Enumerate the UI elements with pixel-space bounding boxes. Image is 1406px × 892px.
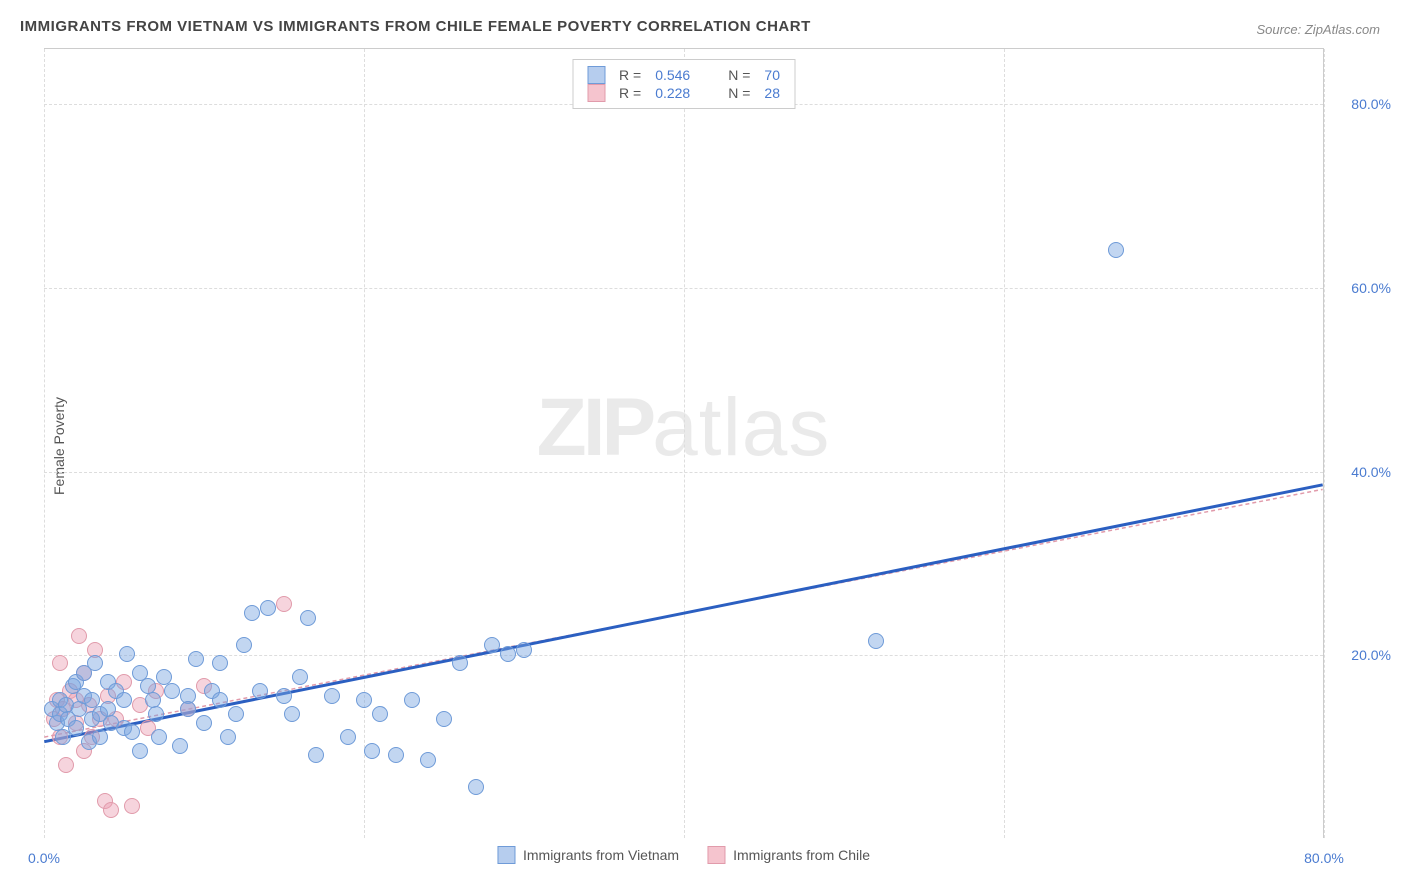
- plot-area: ZIPatlas R = 0.546 N = 70 R = 0.228 N = …: [44, 48, 1324, 838]
- data-point-vietnam: [87, 655, 103, 671]
- data-point-vietnam: [151, 729, 167, 745]
- data-point-vietnam: [404, 692, 420, 708]
- chart-title: IMMIGRANTS FROM VIETNAM VS IMMIGRANTS FR…: [20, 18, 811, 35]
- data-point-vietnam: [188, 651, 204, 667]
- data-point-vietnam: [308, 747, 324, 763]
- gridline-v: [684, 49, 685, 838]
- swatch-chile-icon: [707, 846, 725, 864]
- data-point-vietnam: [468, 779, 484, 795]
- data-point-vietnam: [340, 729, 356, 745]
- data-point-vietnam: [172, 738, 188, 754]
- correlation-stats-box: R = 0.546 N = 70 R = 0.228 N = 28: [572, 59, 795, 109]
- data-point-vietnam: [300, 610, 316, 626]
- data-point-vietnam: [164, 683, 180, 699]
- data-point-vietnam: [1108, 242, 1124, 258]
- swatch-chile: [587, 84, 605, 102]
- y-tick-label: 20.0%: [1351, 647, 1391, 663]
- gridline-v: [364, 49, 365, 838]
- swatch-vietnam-icon: [497, 846, 515, 864]
- data-point-vietnam: [244, 605, 260, 621]
- data-point-vietnam: [484, 637, 500, 653]
- data-point-vietnam: [212, 692, 228, 708]
- y-tick-label: 60.0%: [1351, 280, 1391, 296]
- data-point-vietnam: [388, 747, 404, 763]
- data-point-vietnam: [119, 646, 135, 662]
- data-point-vietnam: [372, 706, 388, 722]
- data-point-chile: [276, 596, 292, 612]
- data-point-vietnam: [324, 688, 340, 704]
- data-point-vietnam: [124, 724, 140, 740]
- data-point-vietnam: [364, 743, 380, 759]
- data-point-vietnam: [260, 600, 276, 616]
- x-tick-label: 0.0%: [28, 850, 60, 866]
- data-point-chile: [124, 798, 140, 814]
- data-point-vietnam: [220, 729, 236, 745]
- data-point-vietnam: [500, 646, 516, 662]
- data-point-chile: [58, 757, 74, 773]
- data-point-vietnam: [868, 633, 884, 649]
- y-tick-label: 80.0%: [1351, 96, 1391, 112]
- data-point-vietnam: [236, 637, 252, 653]
- data-point-vietnam: [284, 706, 300, 722]
- data-point-vietnam: [116, 692, 132, 708]
- data-point-vietnam: [132, 743, 148, 759]
- stats-row-vietnam: R = 0.546 N = 70: [587, 66, 780, 84]
- data-point-chile: [71, 628, 87, 644]
- data-point-vietnam: [252, 683, 268, 699]
- data-point-vietnam: [436, 711, 452, 727]
- gridline-v: [1004, 49, 1005, 838]
- x-tick-label: 80.0%: [1304, 850, 1344, 866]
- stats-row-chile: R = 0.228 N = 28: [587, 84, 780, 102]
- data-point-vietnam: [92, 729, 108, 745]
- data-point-chile: [103, 802, 119, 818]
- legend-item-chile: Immigrants from Chile: [707, 846, 870, 864]
- data-point-vietnam: [452, 655, 468, 671]
- data-point-vietnam: [228, 706, 244, 722]
- gridline-v: [1324, 49, 1325, 838]
- bottom-legend: Immigrants from Vietnam Immigrants from …: [497, 846, 870, 864]
- data-point-vietnam: [196, 715, 212, 731]
- data-point-vietnam: [276, 688, 292, 704]
- legend-item-vietnam: Immigrants from Vietnam: [497, 846, 679, 864]
- data-point-vietnam: [516, 642, 532, 658]
- data-point-vietnam: [68, 720, 84, 736]
- data-point-vietnam: [180, 701, 196, 717]
- source-attribution: Source: ZipAtlas.com: [1256, 22, 1380, 37]
- data-point-vietnam: [356, 692, 372, 708]
- data-point-vietnam: [212, 655, 228, 671]
- data-point-vietnam: [292, 669, 308, 685]
- y-tick-label: 40.0%: [1351, 464, 1391, 480]
- data-point-vietnam: [420, 752, 436, 768]
- swatch-vietnam: [587, 66, 605, 84]
- data-point-vietnam: [148, 706, 164, 722]
- data-point-chile: [52, 655, 68, 671]
